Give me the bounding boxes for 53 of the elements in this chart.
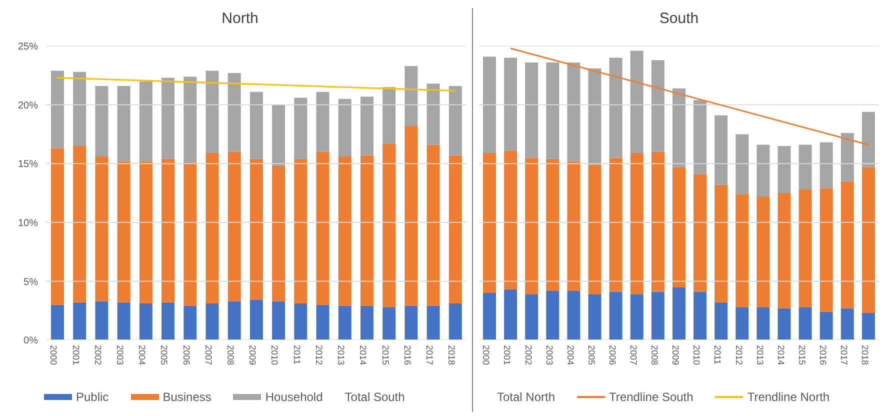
y-tick-label: 0% [24, 336, 38, 347]
x-tick-label: 2003 [544, 345, 554, 366]
y-tick-label: 20% [18, 100, 38, 112]
x-tick-label: 2004 [137, 345, 148, 366]
x-tick-label: 2010 [270, 345, 280, 366]
y-tick-label: 15% [18, 159, 38, 170]
x-tick-label: 2017 [839, 345, 850, 366]
text: Total South [344, 390, 405, 404]
x-tick-label: 2013 [754, 345, 765, 366]
x-tick-label: 2014 [776, 345, 786, 366]
y-tick-label: 25% [18, 42, 38, 53]
chart-title: North [220, 9, 260, 29]
text: Trendline South [608, 390, 694, 404]
text: Total North [497, 390, 556, 404]
x-tick-label: 2005 [586, 345, 596, 366]
x-tick-label: 2007 [628, 345, 639, 366]
y-tick-label: 5% [24, 276, 38, 288]
x-tick-label: 2002 [92, 345, 103, 366]
legend-label: Household [264, 390, 323, 404]
x-tick-label: 2010 [692, 345, 702, 366]
x-tick-label: 2006 [607, 345, 618, 366]
legend-label: Public [75, 390, 109, 404]
x-tick-label: 2000 [481, 345, 492, 366]
x-tick-label: 2016 [402, 345, 412, 366]
x-tick-label: 2009 [248, 345, 258, 366]
legend-label: Trendline North [746, 390, 830, 404]
x-tick-label: 2008 [226, 345, 236, 366]
x-tick-label: 2002 [523, 345, 534, 366]
x-tick-label: 2018 [446, 345, 457, 366]
x-tick-label: 2017 [424, 345, 434, 366]
x-tick-label: 2016 [818, 345, 828, 366]
x-tick-label: 2012 [734, 345, 744, 366]
x-tick-label: 2005 [159, 345, 170, 366]
x-tick-label: 2011 [712, 345, 723, 364]
x-tick-label: 2004 [565, 345, 576, 366]
y-tick-label: 10% [18, 218, 38, 229]
x-tick-label: 2000 [48, 345, 59, 366]
chart-title: South [658, 9, 700, 29]
legend-label: Business [162, 390, 212, 404]
x-tick-label: 2007 [203, 345, 214, 366]
x-tick-label: 2006 [181, 345, 192, 366]
x-tick-label: 2003 [114, 345, 125, 366]
x-tick-label: 2001 [70, 345, 81, 366]
x-tick-label: 2013 [336, 345, 346, 366]
x-tick-label: 2012 [314, 345, 324, 366]
x-tick-label: 2015 [796, 345, 807, 366]
x-tick-label: 2008 [650, 345, 660, 366]
x-tick-label: 2014 [358, 345, 368, 366]
x-tick-label: 2001 [502, 345, 512, 366]
x-tick-label: 2011 [292, 345, 302, 364]
x-tick-label: 2009 [670, 345, 681, 366]
x-tick-label: 2018 [860, 345, 870, 366]
x-tick-label: 2015 [380, 345, 390, 366]
